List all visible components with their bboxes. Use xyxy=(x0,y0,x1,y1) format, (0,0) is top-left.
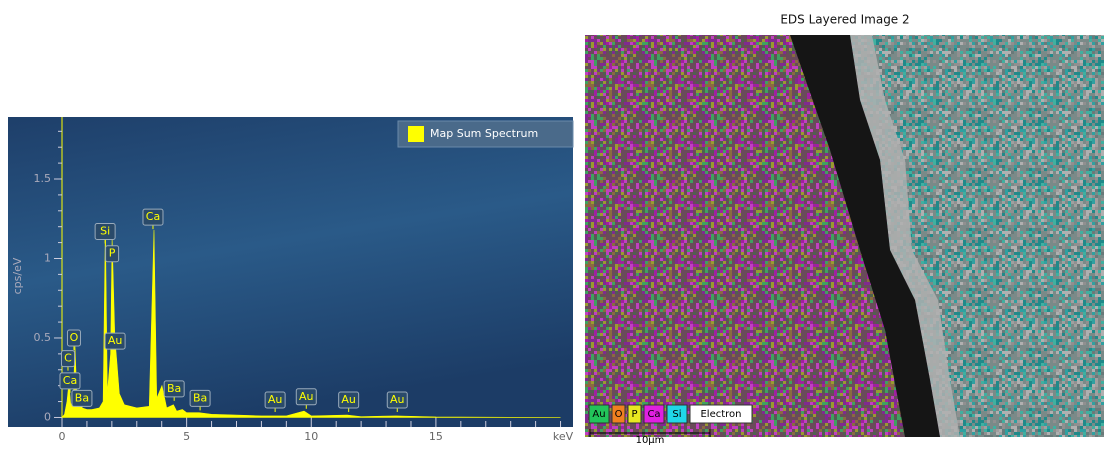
peak-label-box xyxy=(264,391,286,409)
crack-halo xyxy=(850,35,960,437)
peak-label: Ba xyxy=(75,391,89,404)
element-label: Ca xyxy=(647,409,660,420)
peak-label: Ba xyxy=(167,382,181,395)
map-right xyxy=(850,35,1104,437)
peak-label-box xyxy=(163,380,185,398)
peak-label-box xyxy=(60,350,75,368)
y-tick-label: 0 xyxy=(44,410,51,423)
peak-label: Au xyxy=(341,393,356,406)
image-title: EDS Layered Image 2 xyxy=(780,13,909,27)
peak-label: O xyxy=(70,331,79,344)
legend-box xyxy=(397,120,574,148)
peak-label: Au xyxy=(299,390,314,403)
x-tick-label: 10 xyxy=(304,430,318,443)
peak-label: Au xyxy=(268,393,283,406)
peak-label: Au xyxy=(390,393,405,406)
peak-label-box xyxy=(66,329,81,347)
peak-label: Si xyxy=(100,224,110,237)
element-chip xyxy=(627,404,642,424)
peak-label-box xyxy=(142,208,164,226)
peak-label-box xyxy=(104,332,126,350)
peak-label: C xyxy=(64,352,72,365)
y-axis-label: cps/eV xyxy=(11,257,24,294)
scale-bar-label: 10µm xyxy=(636,435,665,445)
y-tick-label: 0.5 xyxy=(34,331,52,344)
x-axis-label: keV xyxy=(553,430,574,443)
x-tick-label: 5 xyxy=(183,430,190,443)
y-tick-label: 1 xyxy=(44,251,51,264)
element-label: Si xyxy=(672,409,681,420)
x-tick-label: 15 xyxy=(429,430,443,443)
peak-label-box xyxy=(59,372,81,390)
peak-label-box xyxy=(338,391,360,409)
element-label: Au xyxy=(592,409,605,420)
element-chip xyxy=(666,404,688,424)
element-label: Electron xyxy=(700,409,741,420)
peak-label: Ca xyxy=(63,374,77,387)
element-chip xyxy=(689,404,753,424)
element-chip xyxy=(643,404,665,424)
crack xyxy=(790,35,940,437)
y-tick-label: 1.5 xyxy=(34,172,52,185)
peak-label: P xyxy=(109,247,116,260)
x-tick-label: 0 xyxy=(59,430,66,443)
peak-label: Ca xyxy=(146,210,160,223)
element-label: P xyxy=(631,409,637,420)
plot-panel xyxy=(8,117,573,427)
peak-label-box xyxy=(295,388,317,406)
peak-label-box xyxy=(94,222,116,240)
peak-label-box xyxy=(105,245,120,263)
element-chip xyxy=(588,404,610,424)
peak-label: Ba xyxy=(193,391,207,404)
peak-label-box xyxy=(189,389,211,407)
element-label: O xyxy=(615,409,623,420)
legend-label: Map Sum Spectrum xyxy=(430,127,538,140)
legend-swatch xyxy=(408,126,424,142)
peak-label: Au xyxy=(108,334,123,347)
peak-label-box xyxy=(71,389,93,407)
element-chip xyxy=(611,404,626,424)
peak-label-box xyxy=(386,391,408,409)
